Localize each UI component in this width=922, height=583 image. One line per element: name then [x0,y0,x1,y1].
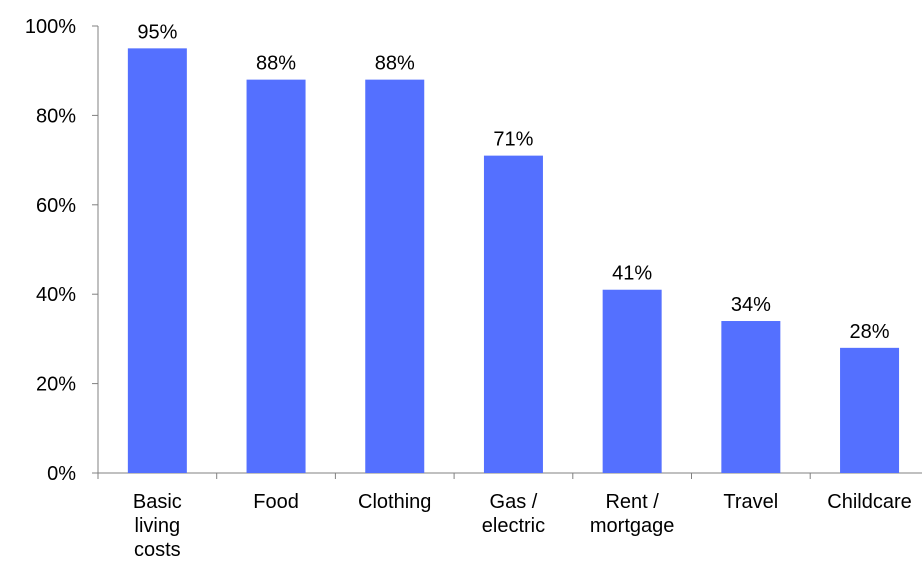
category-label-line: Childcare [827,491,911,513]
category-label-line: Food [253,491,299,513]
data-labels: 95% 88% 88% 71% 41% 34% 28% [137,21,889,342]
category-label-line: Travel [723,491,778,513]
x-axis [97,472,922,479]
category-label: Childcare [827,491,911,513]
category-label: Rent / mortgage [590,491,675,537]
bar [246,79,306,473]
bar [483,155,543,473]
bar-value-label: 41% [612,263,652,285]
category-label-line: electric [482,515,545,537]
category-label-line: costs [134,539,181,561]
category-label: Food [253,491,299,513]
bar [602,289,662,473]
category-label-line: living [135,515,181,537]
category-label-line: Basic [133,491,182,513]
category-label: Basic living costs [133,491,182,561]
category-label: Clothing [358,491,431,513]
category-label-line: Rent / [605,491,659,513]
y-axis: 0% 20% 40% 60% 80% 100% [25,16,99,485]
bar-value-label: 34% [731,294,771,316]
y-tick-label: 20% [36,374,76,396]
bars [127,48,900,473]
bar-value-label: 88% [375,53,415,75]
bar [721,321,781,473]
y-tick-label: 60% [36,195,76,217]
y-tick-label: 40% [36,284,76,306]
category-labels: Basic living costs Food Clothing Gas / electri… [133,491,912,561]
bar-value-label: 28% [850,321,890,343]
category-label: Travel [723,491,778,513]
y-tick-label: 0% [47,463,76,485]
bar [127,48,187,473]
bar-value-label: 88% [256,53,296,75]
bar-value-label: 95% [137,21,177,43]
y-tick-label: 100% [25,16,76,38]
category-label: Gas / electric [482,491,545,537]
bar [365,79,425,473]
y-tick-label: 80% [36,105,76,127]
bar [840,347,900,473]
category-label-line: Clothing [358,491,431,513]
bar-value-label: 71% [493,129,533,151]
category-label-line: Gas / [490,491,538,513]
category-label-line: mortgage [590,515,675,537]
